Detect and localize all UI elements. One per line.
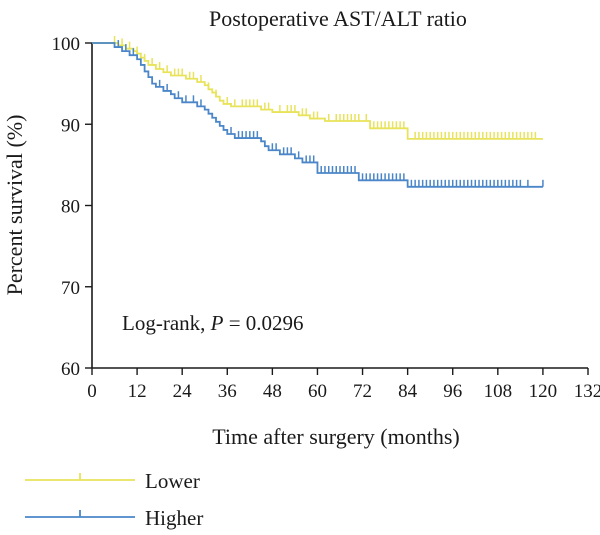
x-tick-label: 108 <box>484 381 513 402</box>
y-axis-label: Percent survival (%) <box>2 115 27 296</box>
series-lower <box>92 36 543 140</box>
x-tick-label: 48 <box>263 381 282 402</box>
x-tick-label: 84 <box>398 381 418 402</box>
legend-label-lower: Lower <box>145 469 200 493</box>
legend: Lower Higher <box>25 469 203 530</box>
chart-title: Postoperative AST/ALT ratio <box>209 6 467 31</box>
y-tick-label: 80 <box>61 197 80 218</box>
legend-label-higher: Higher <box>145 506 203 530</box>
y-tick-label: 70 <box>61 278 80 299</box>
x-tick-label: 0 <box>87 381 97 402</box>
legend-item-higher: Higher <box>25 506 203 530</box>
x-tick-label: 96 <box>443 381 462 402</box>
survival-curve-lower <box>92 42 543 140</box>
series-higher <box>92 40 544 188</box>
x-tick-label: 120 <box>529 381 558 402</box>
y-tick-label: 90 <box>61 115 80 136</box>
survival-curve-higher <box>92 42 543 188</box>
x-axis-label: Time after surgery (months) <box>212 424 459 449</box>
x-tick-label: 72 <box>353 381 372 402</box>
y-tick-label: 100 <box>52 34 81 55</box>
x-tick-label: 36 <box>218 381 237 402</box>
annotation-prefix: Log-rank, <box>122 311 211 335</box>
x-axis-ticks: 0 12 24 36 48 60 72 84 96 108 120 132 <box>87 368 600 402</box>
y-tick-label: 60 <box>61 359 80 380</box>
x-tick-label: 60 <box>308 381 327 402</box>
series-group <box>92 36 544 188</box>
annotation-suffix: = 0.0296 <box>223 311 303 335</box>
x-tick-label: 12 <box>128 381 147 402</box>
x-tick-label: 132 <box>574 381 600 402</box>
log-rank-annotation: Log-rank, P = 0.0296 <box>122 311 304 335</box>
x-tick-label: 24 <box>173 381 193 402</box>
annotation-p: P <box>210 311 224 335</box>
legend-item-lower: Lower <box>25 469 200 493</box>
y-axis-ticks: 60 70 80 90 100 <box>52 34 92 380</box>
